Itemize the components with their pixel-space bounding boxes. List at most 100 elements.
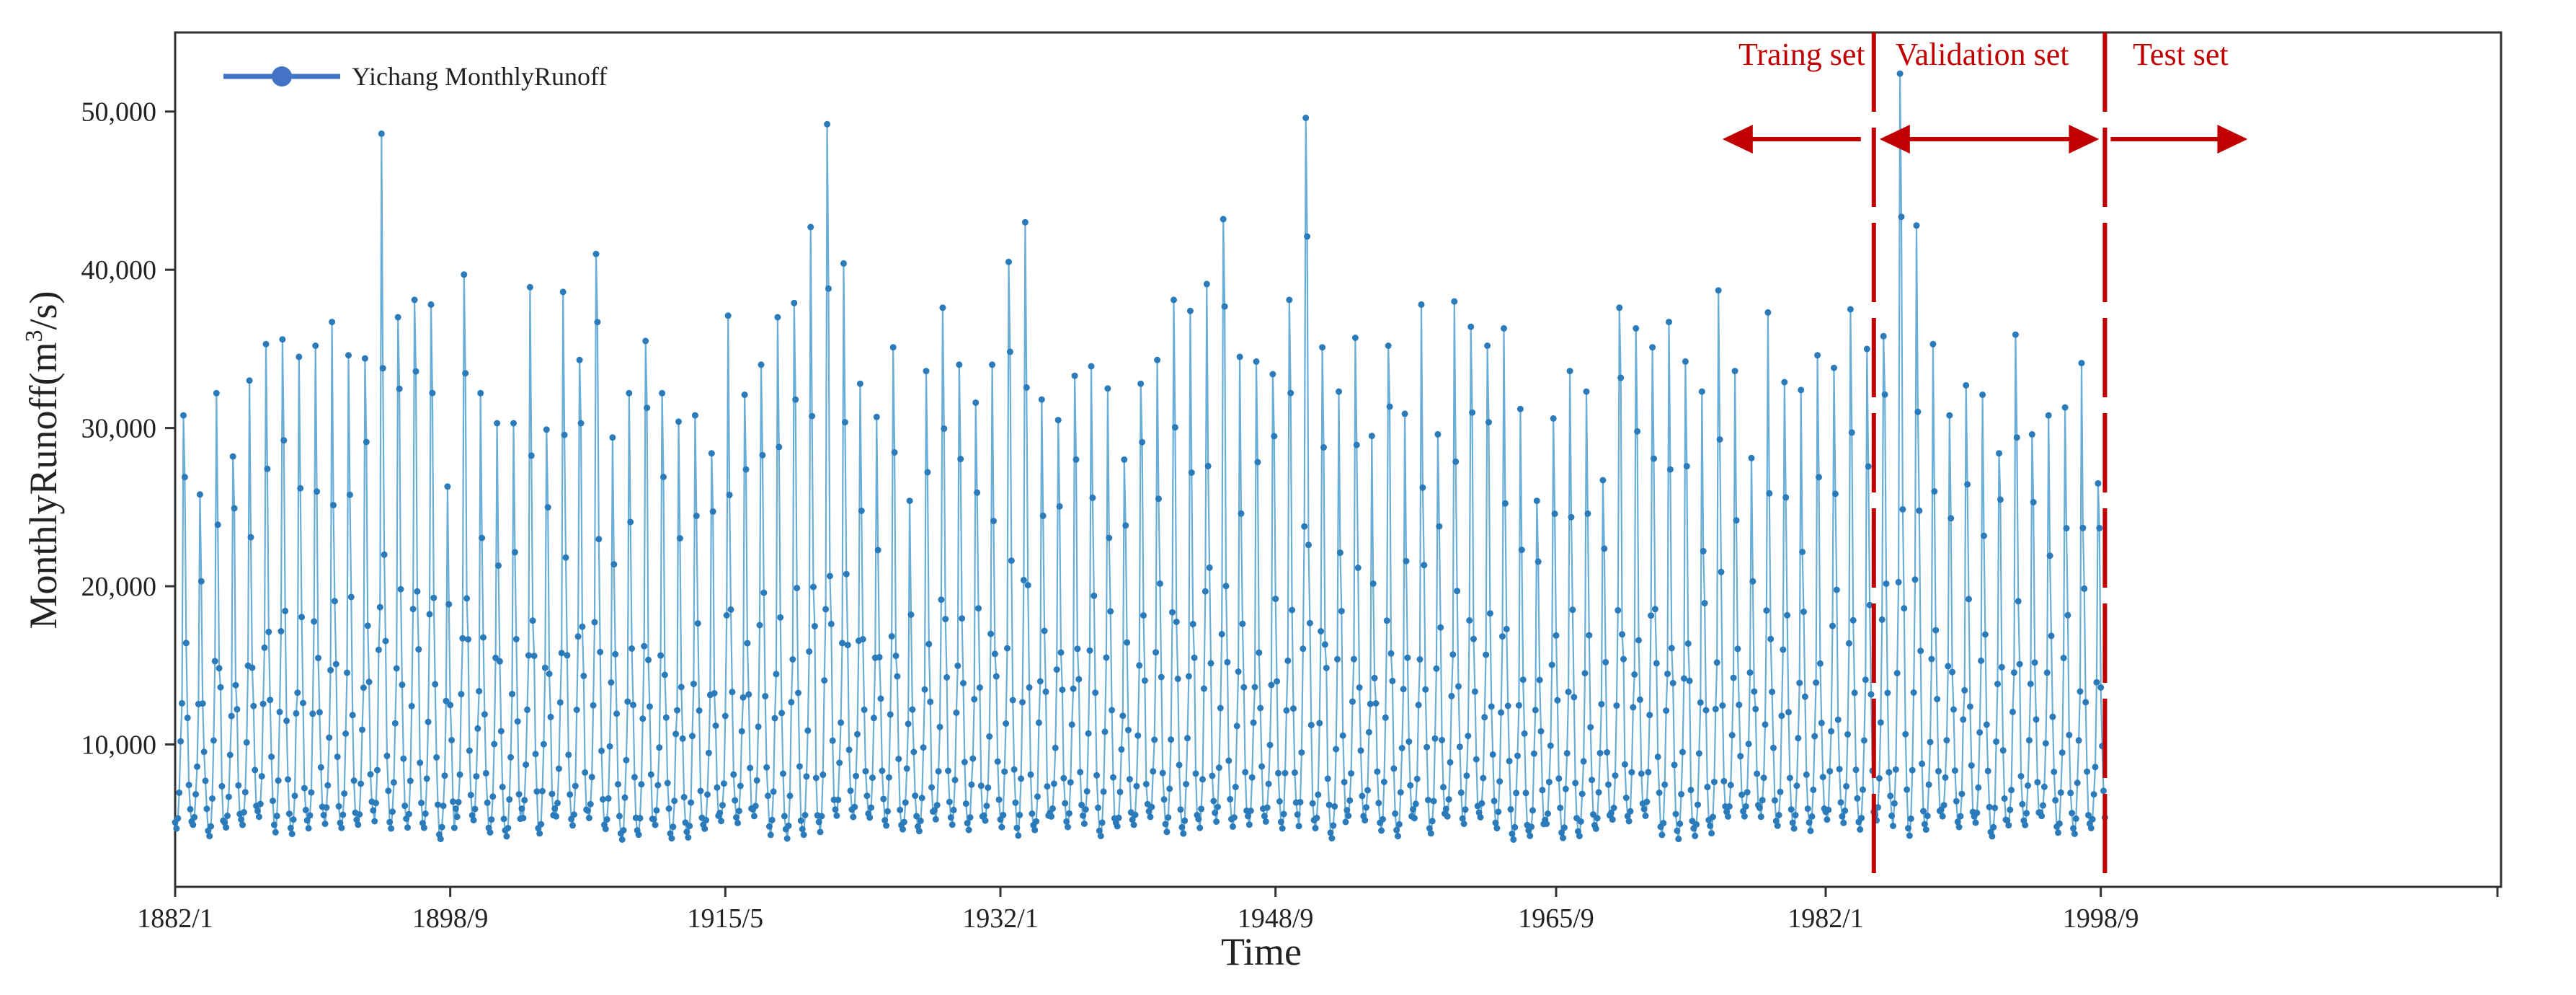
runoff-data-point — [1165, 814, 1172, 821]
runoff-data-point — [1748, 454, 1755, 461]
runoff-data-point — [241, 789, 249, 796]
runoff-data-point — [2057, 789, 2064, 796]
runoff-data-point — [602, 826, 609, 833]
runoff-data-point — [884, 808, 891, 815]
runoff-data-point — [2078, 360, 2085, 367]
runoff-data-point — [960, 680, 967, 686]
runoff-data-point — [396, 385, 403, 392]
runoff-data-point — [1984, 767, 1991, 774]
runoff-data-point — [287, 824, 294, 831]
runoff-data-point — [1300, 645, 1307, 653]
runoff-data-point — [1684, 640, 1692, 647]
runoff-data-point — [1011, 766, 1018, 773]
runoff-data-point — [1498, 709, 1505, 716]
runoff-data-point — [441, 772, 448, 779]
runoff-data-point — [1700, 547, 1707, 554]
runoff-data-point — [226, 751, 234, 759]
runoff-data-point — [874, 547, 881, 554]
runoff-data-point — [646, 703, 653, 710]
runoff-data-point — [1224, 658, 1231, 665]
runoff-data-point — [1477, 814, 1484, 821]
runoff-data-point — [247, 534, 254, 541]
runoff-data-point — [1053, 666, 1060, 673]
runoff-data-point — [308, 789, 315, 796]
runoff-data-point — [1858, 815, 1865, 822]
runoff-data-point — [580, 673, 587, 679]
runoff-data-point — [1752, 705, 1759, 712]
runoff-data-point — [1584, 510, 1591, 517]
runoff-data-point — [1140, 612, 1147, 619]
runoff-data-point — [476, 688, 483, 695]
runoff-data-point — [750, 813, 758, 820]
runoff-data-point — [1798, 386, 1805, 394]
runoff-data-point — [829, 737, 836, 744]
runoff-data-point — [520, 815, 527, 822]
runoff-data-point — [1624, 813, 1631, 820]
runoff-data-point — [1460, 821, 1467, 828]
runoff-data-point — [1343, 807, 1351, 814]
runoff-data-point — [1114, 823, 1121, 830]
runoff-data-point — [1258, 763, 1266, 770]
runoff-data-point — [1702, 707, 1710, 714]
runoff-data-point — [924, 469, 931, 476]
runoff-data-point — [1251, 684, 1258, 691]
runoff-data-point — [974, 489, 981, 496]
runoff-data-point — [577, 420, 585, 427]
runoff-data-point — [664, 779, 671, 787]
runoff-data-point — [665, 805, 672, 812]
runoff-data-point — [320, 812, 327, 818]
runoff-data-point — [2071, 831, 2078, 837]
runoff-data-point — [756, 622, 763, 629]
runoff-data-point — [1907, 815, 1914, 822]
runoff-data-point — [877, 695, 884, 702]
runoff-data-point — [345, 352, 352, 359]
runoff-data-point — [482, 769, 489, 777]
runoff-data-point — [1595, 789, 1602, 796]
runoff-data-point — [1904, 786, 1911, 793]
runoff-data-point — [283, 717, 290, 725]
runoff-data-point — [1368, 433, 1375, 440]
legend-label: Yichang MonthlyRunoff — [352, 62, 607, 91]
x-tick-label: 1898/9 — [412, 903, 489, 934]
runoff-data-point — [925, 640, 933, 647]
runoff-data-point — [1371, 674, 1378, 681]
runoff-data-point — [851, 803, 858, 810]
runoff-data-point — [821, 677, 828, 684]
runoff-data-point — [1155, 495, 1162, 503]
runoff-data-point — [1878, 616, 1886, 623]
runoff-data-point — [985, 784, 992, 791]
runoff-data-point — [1484, 342, 1491, 349]
runoff-data-point — [1342, 818, 1349, 826]
runoff-data-point — [1286, 296, 1293, 304]
runoff-data-point — [339, 811, 347, 818]
runoff-data-point — [945, 767, 951, 774]
runoff-data-point — [518, 805, 525, 813]
runoff-data-point — [1013, 824, 1021, 831]
runoff-data-point — [726, 491, 733, 498]
runoff-data-point — [986, 733, 993, 740]
runoff-data-point — [1121, 456, 1128, 463]
runoff-data-point — [1683, 463, 1690, 470]
runoff-data-point — [696, 707, 703, 714]
runoff-data-point — [1562, 785, 1569, 792]
runoff-data-point — [1480, 774, 1487, 782]
runoff-data-point — [965, 826, 972, 833]
runoff-data-point — [1816, 660, 1824, 667]
runoff-data-point — [1718, 568, 1725, 575]
runoff-data-point — [1232, 784, 1239, 790]
runoff-data-point — [1983, 721, 1990, 728]
runoff-data-point — [1951, 767, 1958, 774]
runoff-data-point — [1462, 806, 1469, 813]
runoff-data-point — [511, 549, 518, 556]
runoff-data-point — [2084, 768, 2091, 775]
runoff-data-point — [1287, 389, 1294, 397]
runoff-data-point — [347, 593, 355, 601]
runoff-data-point — [332, 660, 339, 668]
runoff-data-point — [1533, 498, 1540, 505]
runoff-data-point — [507, 753, 515, 761]
runoff-data-point — [612, 650, 619, 658]
runoff-data-point — [635, 831, 642, 839]
runoff-data-point — [1678, 791, 1685, 797]
runoff-data-point — [1577, 818, 1584, 825]
runoff-data-point — [918, 795, 925, 802]
